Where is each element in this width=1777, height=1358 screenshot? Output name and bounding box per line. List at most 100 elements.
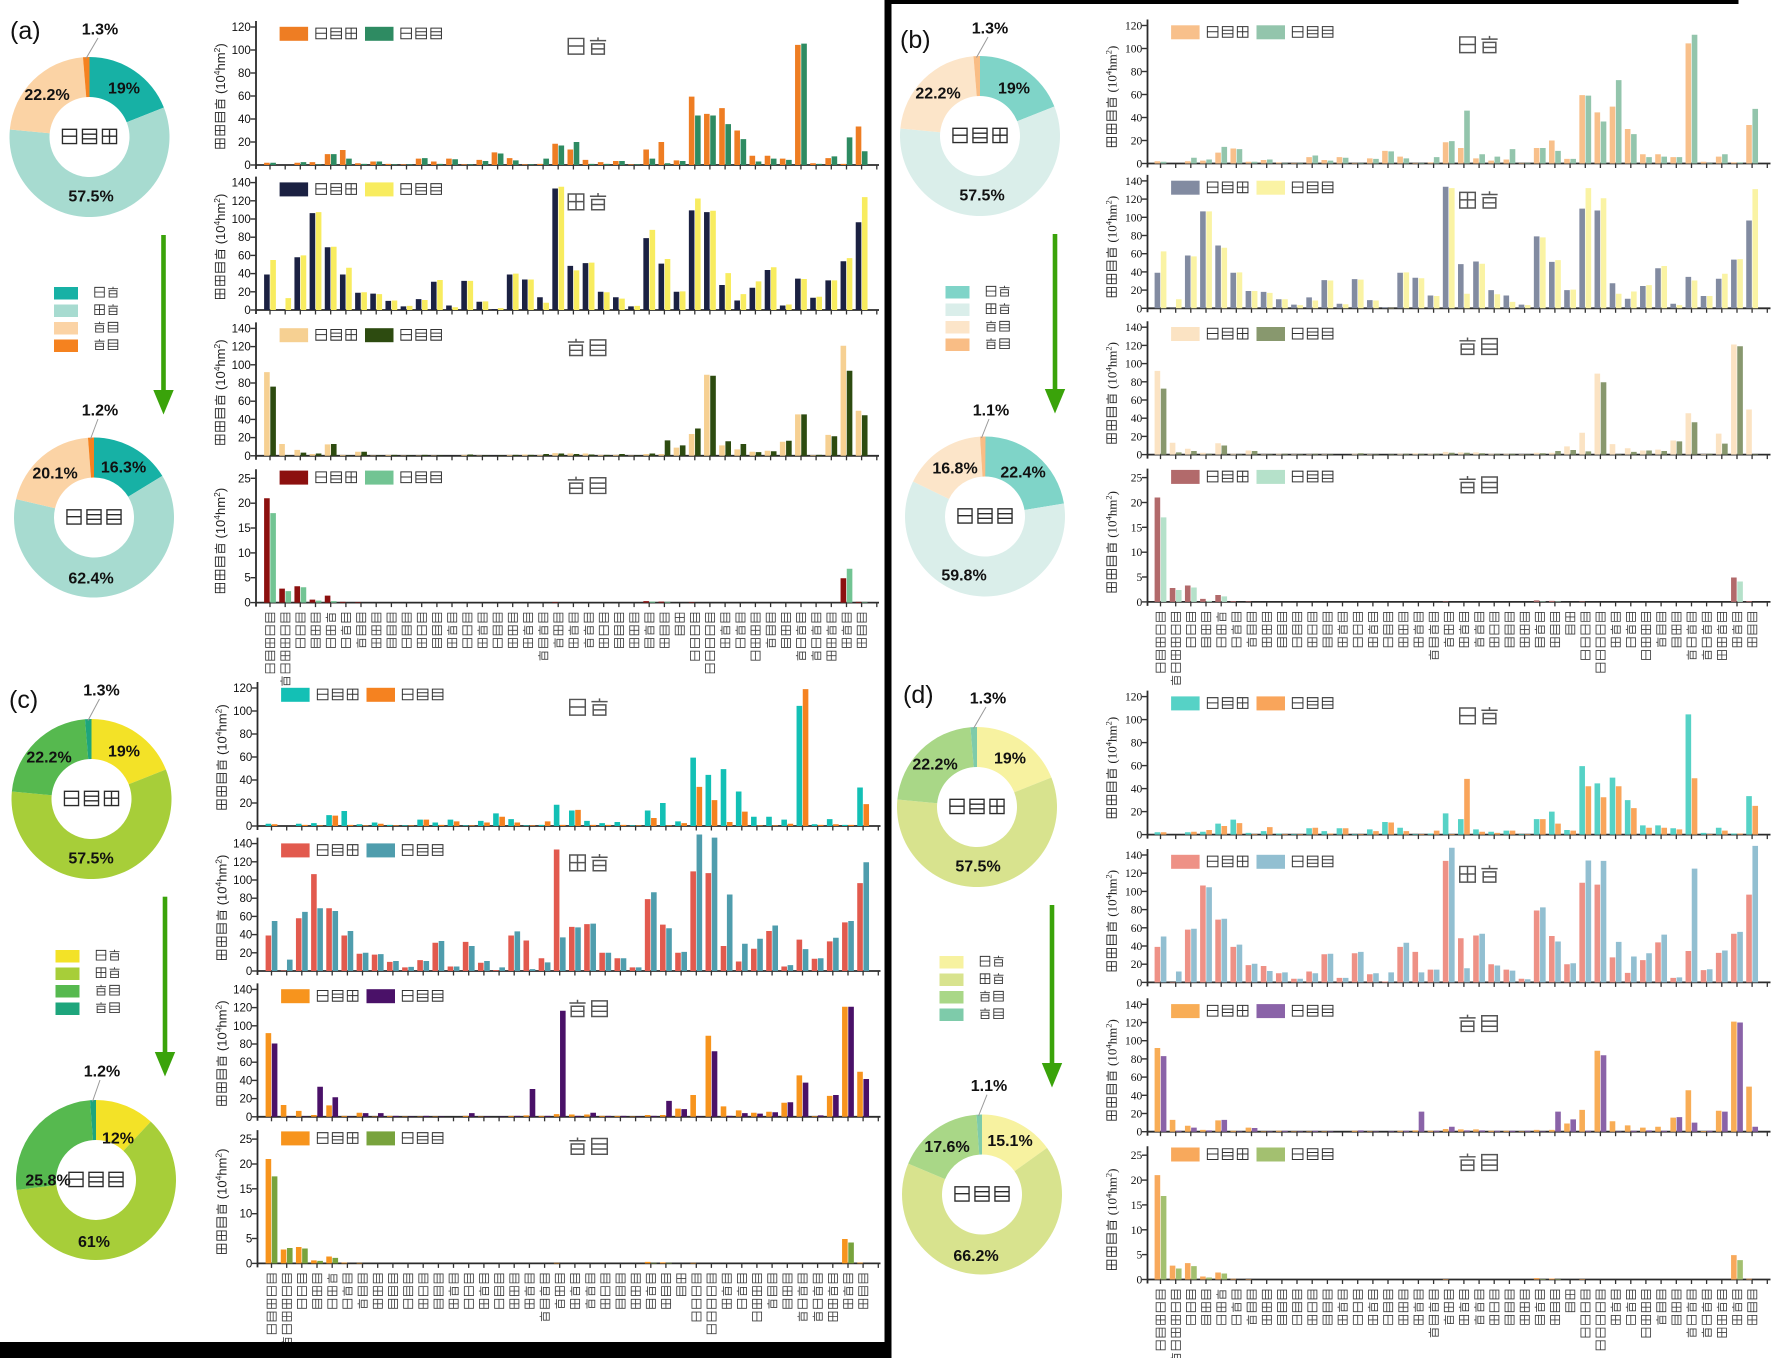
svg-text:100: 100 [1125, 212, 1143, 224]
svg-text:100: 100 [1125, 886, 1143, 898]
svg-text:140: 140 [232, 178, 251, 190]
svg-text:20: 20 [240, 948, 253, 960]
svg-text:5: 5 [246, 1234, 252, 1246]
svg-text:0: 0 [244, 451, 250, 463]
svg-text:25: 25 [1131, 1150, 1143, 1162]
svg-text:22.2%: 22.2% [912, 757, 957, 774]
svg-text:120: 120 [232, 342, 251, 354]
svg-text:120: 120 [232, 22, 251, 34]
svg-text:100: 100 [232, 214, 251, 226]
svg-text:120: 120 [1125, 868, 1143, 880]
svg-text:20: 20 [240, 1159, 253, 1171]
svg-text:20: 20 [240, 1094, 253, 1106]
svg-text:20.1%: 20.1% [32, 466, 77, 483]
svg-text:120: 120 [1125, 1018, 1143, 1030]
svg-text:57.5%: 57.5% [959, 188, 1004, 205]
svg-text:17.6%: 17.6% [924, 1139, 969, 1156]
svg-text:60: 60 [238, 91, 251, 103]
svg-text:0: 0 [246, 966, 252, 978]
svg-text:22.2%: 22.2% [24, 87, 69, 104]
svg-text:60: 60 [1131, 90, 1143, 102]
svg-text:10: 10 [240, 1209, 253, 1221]
svg-text:(104hm2): (104hm2) [1104, 717, 1120, 764]
svg-text:80: 80 [1131, 1054, 1143, 1066]
svg-text:100: 100 [233, 706, 252, 718]
svg-text:80: 80 [1131, 738, 1143, 750]
svg-text:20: 20 [1131, 959, 1143, 971]
svg-text:80: 80 [238, 232, 251, 244]
svg-text:0: 0 [244, 598, 250, 610]
svg-text:19%: 19% [994, 751, 1026, 768]
svg-text:5: 5 [1137, 1250, 1143, 1262]
svg-text:60: 60 [1131, 395, 1143, 407]
svg-text:100: 100 [232, 360, 251, 372]
svg-text:80: 80 [240, 1039, 253, 1051]
svg-text:120: 120 [1125, 340, 1143, 352]
svg-text:40: 40 [238, 269, 251, 281]
svg-text:40: 40 [238, 414, 251, 426]
svg-text:0: 0 [246, 821, 252, 833]
svg-text:100: 100 [1125, 1036, 1143, 1048]
svg-text:100: 100 [1125, 715, 1143, 727]
svg-text:(104hm2): (104hm2) [212, 43, 228, 94]
svg-text:(d): (d) [903, 681, 934, 709]
svg-text:80: 80 [1131, 905, 1143, 917]
svg-text:15: 15 [1131, 1200, 1143, 1212]
svg-text:15.1%: 15.1% [987, 1133, 1032, 1150]
svg-text:(104hm2): (104hm2) [214, 1149, 230, 1200]
svg-text:(104hm2): (104hm2) [1104, 46, 1120, 93]
svg-text:(c): (c) [9, 686, 38, 714]
svg-text:1.3%: 1.3% [972, 21, 1008, 38]
svg-text:40: 40 [240, 1075, 253, 1087]
svg-text:60: 60 [238, 250, 251, 262]
svg-text:1.2%: 1.2% [84, 1064, 120, 1081]
svg-text:(b): (b) [900, 26, 931, 54]
svg-text:0: 0 [246, 1112, 252, 1124]
svg-text:61%: 61% [78, 1234, 110, 1251]
svg-text:1.3%: 1.3% [970, 691, 1006, 708]
svg-text:19%: 19% [108, 744, 140, 761]
svg-text:140: 140 [1125, 850, 1143, 862]
svg-text:25: 25 [1131, 473, 1143, 485]
svg-text:66.2%: 66.2% [953, 1248, 998, 1265]
svg-text:25: 25 [238, 473, 251, 485]
svg-text:59.8%: 59.8% [941, 568, 986, 585]
svg-text:20: 20 [240, 798, 253, 810]
svg-text:0: 0 [1137, 597, 1143, 609]
svg-text:(104hm2): (104hm2) [1104, 196, 1120, 243]
svg-text:80: 80 [1131, 67, 1143, 79]
svg-text:0: 0 [1137, 1275, 1143, 1287]
svg-text:16.8%: 16.8% [932, 461, 977, 478]
svg-text:60: 60 [240, 911, 253, 923]
svg-text:0: 0 [1137, 450, 1143, 462]
svg-text:(104hm2): (104hm2) [1104, 491, 1120, 538]
svg-text:20: 20 [1131, 1109, 1143, 1121]
svg-text:(104hm2): (104hm2) [214, 704, 230, 755]
svg-text:57.5%: 57.5% [955, 859, 1000, 876]
svg-text:10: 10 [1131, 547, 1143, 559]
svg-text:15: 15 [1131, 522, 1143, 534]
svg-text:40: 40 [240, 775, 253, 787]
svg-text:1.3%: 1.3% [82, 22, 118, 39]
svg-text:62.4%: 62.4% [68, 571, 113, 588]
svg-text:100: 100 [233, 875, 252, 887]
svg-text:25.8%: 25.8% [25, 1173, 70, 1190]
svg-text:12%: 12% [102, 1131, 134, 1148]
svg-text:25: 25 [240, 1134, 253, 1146]
svg-text:20: 20 [238, 137, 251, 149]
svg-text:(104hm2): (104hm2) [212, 194, 228, 245]
svg-text:(104hm2): (104hm2) [214, 855, 230, 906]
svg-text:22.2%: 22.2% [26, 750, 71, 767]
svg-text:19%: 19% [998, 81, 1030, 98]
svg-text:0: 0 [1137, 303, 1143, 315]
svg-text:15: 15 [238, 523, 251, 535]
svg-text:120: 120 [233, 683, 252, 695]
svg-text:80: 80 [240, 729, 253, 741]
svg-text:20: 20 [1131, 285, 1143, 297]
svg-text:10: 10 [1131, 1225, 1143, 1237]
svg-text:60: 60 [1131, 249, 1143, 261]
svg-text:1.1%: 1.1% [971, 1078, 1007, 1095]
svg-text:80: 80 [1131, 377, 1143, 389]
svg-text:1.2%: 1.2% [82, 403, 118, 420]
svg-text:10: 10 [238, 548, 251, 560]
